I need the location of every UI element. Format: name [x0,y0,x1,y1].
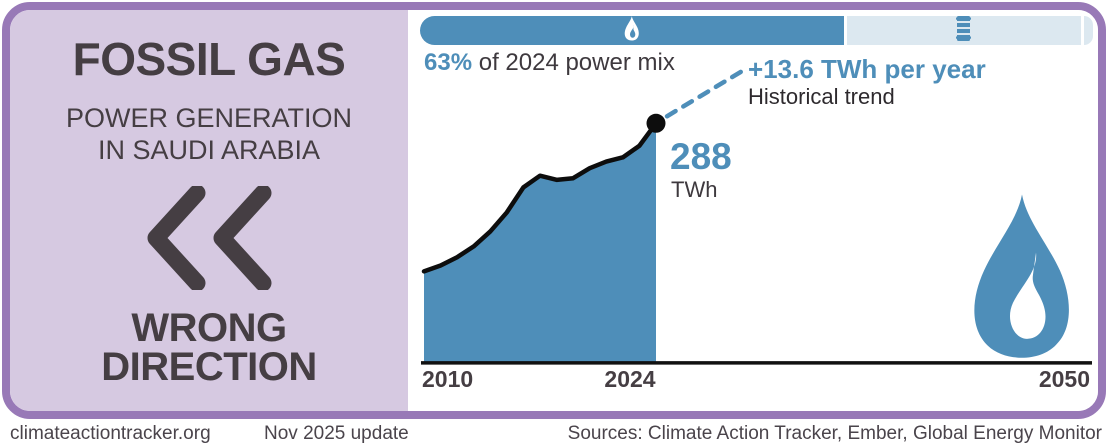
chart-panel: 63% of 2024 power mix +13.6 TWh per year… [408,10,1098,411]
gas-share-suffix: of 2024 power mix [472,49,675,76]
gas-flame-icon [974,194,1069,358]
power-mix-gas-segment [420,15,844,46]
rewind-chevrons-icon [139,184,279,295]
power-mix-caption: 63% of 2024 power mix [424,49,675,77]
subtitle-line1: POWER GENERATION [65,103,353,133]
footer-update-date: Nov 2025 update [264,423,409,444]
summary-panel: FOSSIL GAS POWER GENERATION IN SAUDI ARA… [10,10,408,411]
gas-share-value: 63% [424,49,473,76]
latest-point-dot [646,113,666,133]
power-mix-oil-segment [846,15,1081,47]
area-fill [424,123,656,363]
trend-name-label: Historical trend [748,84,895,109]
x-tick-2050: 2050 [1038,366,1090,392]
generation-area-chart [421,68,1092,365]
flame-icon [623,15,640,46]
history-line [421,121,659,274]
trend-value-label: +13.6 TWh per year [748,54,986,84]
latest-unit-label: TWh [671,177,718,202]
latest-value-label: 288 [670,136,732,177]
power-mix-remainder-segment [1084,16,1093,45]
x-tick-2010: 2010 [422,366,474,392]
x-tick-2024: 2024 [604,366,656,392]
footer-site-url: climateactiontracker.org [10,423,211,444]
rating-line1: WRONG [131,306,287,350]
trend-dashed-line [664,68,745,119]
footer-bar: climateactiontracker.org Nov 2025 update… [0,421,1110,444]
oil-barrel-icon [954,15,973,47]
subtitle-line2: IN SAUDI ARABIA [97,135,321,165]
power-mix-bar [420,15,1093,47]
rating-line2: DIRECTION [101,345,317,389]
page-title: FOSSIL GAS [72,33,346,85]
footer-sources: Sources: Climate Action Tracker, Ember, … [567,423,1102,444]
infographic-card: FOSSIL GAS POWER GENERATION IN SAUDI ARA… [2,2,1106,419]
